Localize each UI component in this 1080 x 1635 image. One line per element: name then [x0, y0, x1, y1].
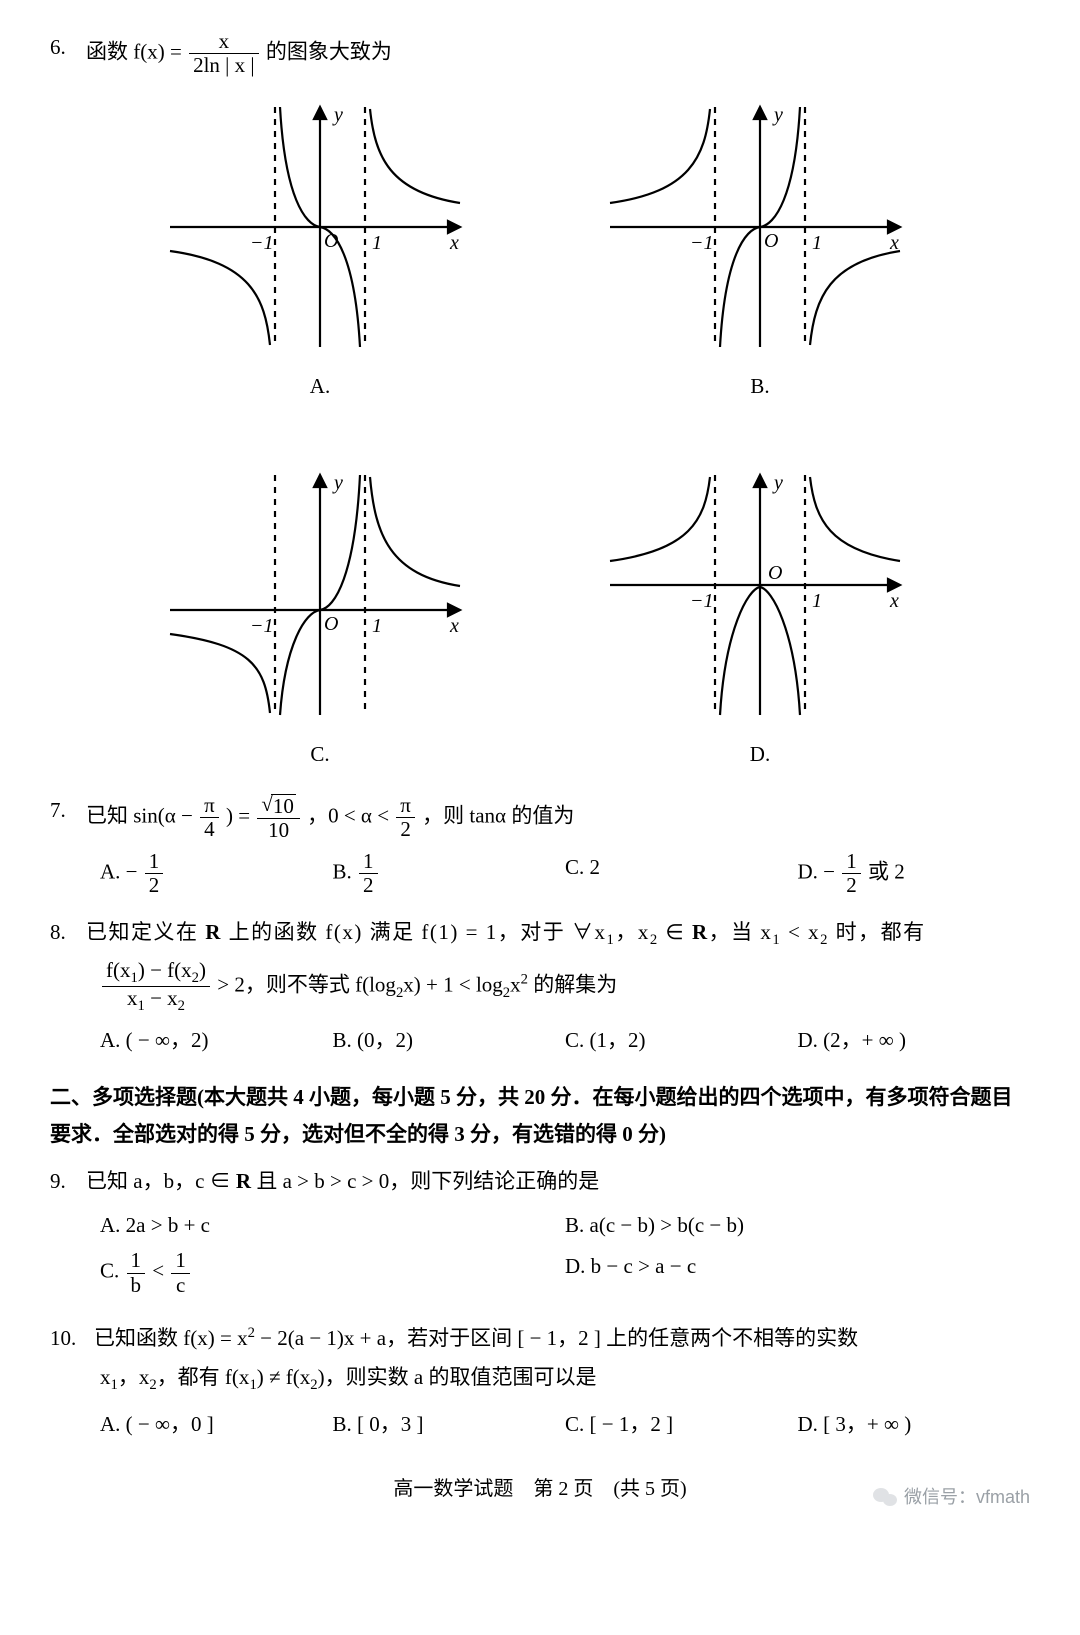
section-2-title: 二、多项选择题(本大题共 4 小题，每小题 5 分，共 20 分．在每小题给出的…: [50, 1079, 1030, 1155]
q7-frac-2: 1010: [257, 793, 300, 842]
graph-a-label: A.: [160, 369, 480, 405]
q10-text: 已知函数 f(x) = x2 − 2(a − 1)x + a，若对于区间 [ −…: [94, 1321, 858, 1357]
q8-number: 8.: [50, 915, 86, 951]
svg-text:x: x: [889, 232, 899, 254]
q8-big-frac: f(x1) − f(x2) x1 − x2: [102, 959, 210, 1015]
svg-text:−1: −1: [250, 232, 274, 254]
graph-d: y x −1 O 1 D.: [600, 465, 920, 773]
q9-options: A. 2a > b + c B. a(c − b) > b(c − b) C. …: [50, 1208, 1030, 1303]
q8-opt-d: D. (2，+ ∞ ): [798, 1023, 1031, 1059]
q10-opt-b: B. [ 0，3 ]: [333, 1407, 566, 1443]
q7-number: 7.: [50, 793, 86, 829]
wechat-watermark: 微信号：vfmath: [872, 1482, 1030, 1513]
q9-text: 已知 a，b，c ∈ R 且 a > b > c > 0，则下列结论正确的是: [86, 1164, 599, 1200]
q10-line2: x1，x2，都有 f(x1) ≠ f(x2)，则实数 a 的取值范围可以是: [50, 1360, 1030, 1398]
graph-c-label: C.: [160, 737, 480, 773]
q10-opt-c: C. [ − 1，2 ]: [565, 1407, 798, 1443]
graph-d-svg: y x −1 O 1: [600, 465, 920, 725]
graph-b-svg: y x −1 O 1: [600, 97, 920, 357]
svg-text:1: 1: [812, 590, 822, 612]
svg-text:−1: −1: [690, 232, 714, 254]
svg-text:x: x: [889, 590, 899, 612]
graph-c: y x −1 O 1 C.: [160, 465, 480, 773]
graph-b-label: B.: [600, 369, 920, 405]
question-6: 6. 函数 f(x) = x 2ln | x | 的图象大致为: [50, 30, 1030, 773]
q9-opt-b: B. a(c − b) > b(c − b): [565, 1208, 1030, 1250]
q7-frac-3: π2: [396, 794, 415, 841]
svg-text:−1: −1: [690, 590, 714, 612]
svg-text:O: O: [324, 230, 338, 252]
svg-text:x: x: [449, 232, 459, 254]
q8-options: A. ( − ∞，2) B. (0，2) C. (1，2) D. (2，+ ∞ …: [50, 1023, 1030, 1059]
svg-text:O: O: [764, 230, 778, 252]
q9-opt-d: D. b − c > a − c: [565, 1249, 1030, 1302]
q9-stem: 9. 已知 a，b，c ∈ R 且 a > b > c > 0，则下列结论正确的…: [50, 1164, 1030, 1200]
footer-text: 高一数学试题 第 2 页 (共 5 页): [393, 1478, 686, 1500]
graph-b: y x −1 O 1 B.: [600, 97, 920, 405]
q7-frac-1: π4: [200, 794, 219, 841]
q7-opt-b: B. 12: [333, 850, 566, 897]
svg-text:O: O: [768, 562, 782, 584]
question-10: 10. 已知函数 f(x) = x2 − 2(a − 1)x + a，若对于区间…: [50, 1321, 1030, 1443]
svg-text:1: 1: [372, 615, 382, 637]
q7-opt-d: D. − 12 或 2: [798, 850, 1031, 897]
q9-opt-c: C. 1b < 1c: [100, 1249, 565, 1302]
svg-text:y: y: [332, 104, 343, 126]
svg-text:1: 1: [812, 232, 822, 254]
graph-c-svg: y x −1 O 1: [160, 465, 480, 725]
question-9: 9. 已知 a，b，c ∈ R 且 a > b > c > 0，则下列结论正确的…: [50, 1164, 1030, 1303]
wechat-label: 微信号：vfmath: [904, 1482, 1030, 1513]
q8-opt-b: B. (0，2): [333, 1023, 566, 1059]
svg-text:y: y: [772, 104, 783, 126]
svg-text:x: x: [449, 615, 459, 637]
q8-opt-a: A. ( − ∞，2): [100, 1023, 333, 1059]
graph-a: y x −1 O 1 A.: [160, 97, 480, 405]
question-8: 8. 已知定义在 R 上的函数 f(x) 满足 f(1) = 1，对于 ∀x1，…: [50, 915, 1030, 1059]
wechat-icon: [872, 1486, 898, 1508]
graph-d-label: D.: [600, 737, 920, 773]
svg-text:−1: −1: [250, 615, 274, 637]
q6-text: 函数 f(x) = x 2ln | x | 的图象大致为: [86, 30, 392, 77]
q10-opt-d: D. [ 3，+ ∞ ): [798, 1407, 1031, 1443]
q6-number: 6.: [50, 30, 86, 66]
q9-opt-a: A. 2a > b + c: [100, 1208, 565, 1250]
q7-opt-c: C. 2: [565, 850, 798, 897]
question-7: 7. 已知 sin(α − π4 ) = 1010 ，0 < α < π2 ，则…: [50, 793, 1030, 897]
q8-opt-c: C. (1，2): [565, 1023, 798, 1059]
q7-text: 已知 sin(α − π4 ) = 1010 ，0 < α < π2 ，则 ta…: [86, 793, 574, 842]
q7-opt-a: A. − 12: [100, 850, 333, 897]
q8-stem: 8. 已知定义在 R 上的函数 f(x) 满足 f(1) = 1，对于 ∀x1，…: [50, 915, 1030, 953]
svg-text:1: 1: [372, 232, 382, 254]
q7-options: A. − 12 B. 12 C. 2 D. − 12 或 2: [50, 850, 1030, 897]
q7-stem: 7. 已知 sin(α − π4 ) = 1010 ，0 < α < π2 ，则…: [50, 793, 1030, 842]
svg-text:O: O: [324, 613, 338, 635]
q8-text: 已知定义在 R 上的函数 f(x) 满足 f(1) = 1，对于 ∀x1，x2 …: [86, 915, 926, 953]
q10-options: A. ( − ∞，0 ] B. [ 0，3 ] C. [ − 1，2 ] D. …: [50, 1407, 1030, 1443]
page-footer: 高一数学试题 第 2 页 (共 5 页) 微信号：vfmath: [50, 1472, 1030, 1506]
q9-number: 9.: [50, 1164, 86, 1200]
q6-graphs: y x −1 O 1 A.: [50, 97, 1030, 772]
q10-number: 10.: [50, 1321, 94, 1357]
q10-opt-a: A. ( − ∞，0 ]: [100, 1407, 333, 1443]
q8-line2: f(x1) − f(x2) x1 − x2 > 2，则不等式 f(log2x) …: [50, 959, 1030, 1015]
q6-fraction: x 2ln | x |: [189, 30, 259, 77]
q6-stem: 6. 函数 f(x) = x 2ln | x | 的图象大致为: [50, 30, 1030, 77]
svg-text:y: y: [332, 472, 343, 494]
graph-a-svg: y x −1 O 1: [160, 97, 480, 357]
q10-stem: 10. 已知函数 f(x) = x2 − 2(a − 1)x + a，若对于区间…: [50, 1321, 1030, 1357]
svg-text:y: y: [772, 472, 783, 494]
